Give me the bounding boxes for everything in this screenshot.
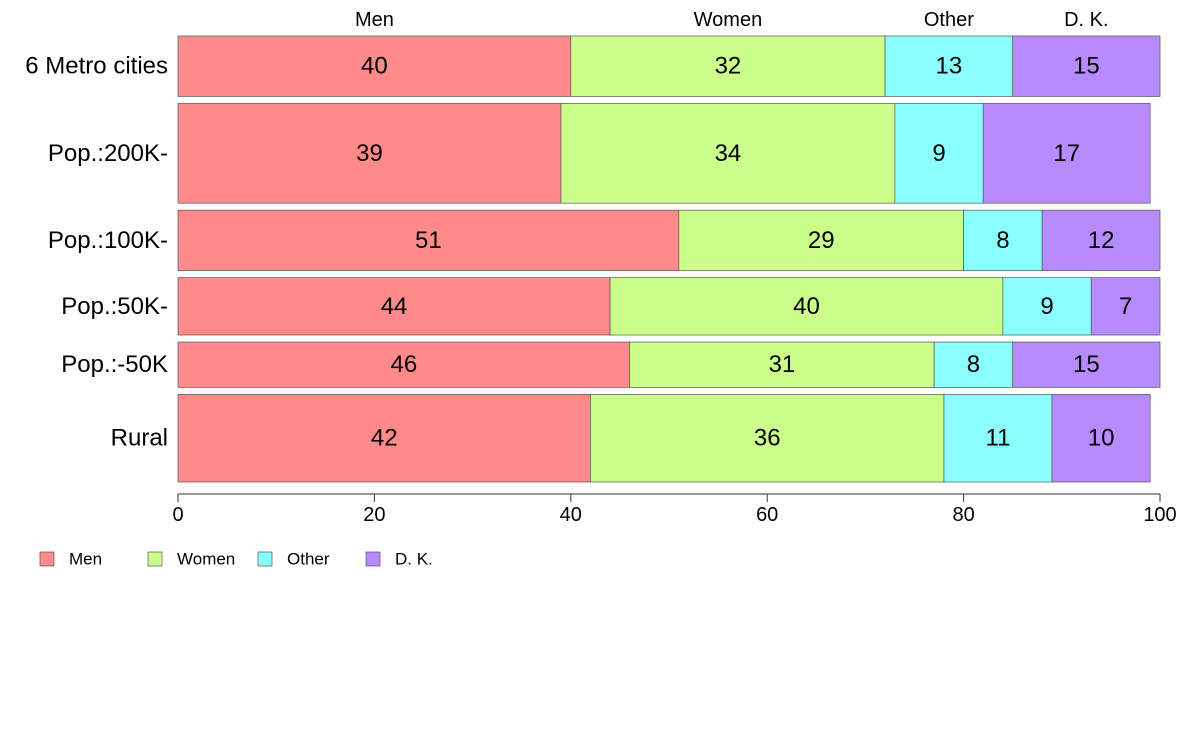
bar-men-pop-200k	[177, 103, 562, 204]
legend-label-women: Women	[177, 550, 235, 569]
bar-other-pop-50k	[1002, 277, 1092, 336]
x-tick-label-60: 60	[756, 504, 778, 526]
bar-d-k-pop-50k	[1090, 277, 1161, 336]
category-label-pop-50k: Pop.:50K-	[61, 293, 168, 320]
data-label-women-6-metro-cities: 32	[715, 53, 742, 80]
data-label-women-pop-100k: 29	[808, 227, 835, 254]
bar-other-pop-200k	[894, 103, 984, 204]
data-label-men-pop-200k: 39	[356, 140, 383, 167]
bar-men-6-metro-cities	[177, 35, 572, 97]
data-label-d-k-pop-50k: 7	[1119, 293, 1132, 320]
series-header-men: Men	[355, 9, 394, 31]
legend-swatch-other	[257, 551, 273, 567]
series-header-women: Women	[694, 9, 763, 31]
series-header-d-k: D. K.	[1064, 9, 1108, 31]
data-label-d-k-rural: 10	[1088, 425, 1115, 452]
x-tick-label-40: 40	[560, 504, 582, 526]
data-label-d-k-pop-200k: 17	[1053, 140, 1080, 167]
bar-other-rural	[943, 394, 1053, 483]
data-label-other-pop-50k: 9	[1040, 293, 1053, 320]
category-label-rural: Rural	[111, 425, 168, 452]
data-label-d-k-pop-50k: 15	[1073, 351, 1100, 378]
x-tick-label-100: 100	[1143, 504, 1176, 526]
data-label-d-k-pop-100k: 12	[1088, 227, 1115, 254]
bar-men-pop-50k	[177, 341, 631, 388]
category-label-6-metro-cities: 6 Metro cities	[25, 53, 168, 80]
legend-swatch-d-k	[365, 551, 381, 567]
bar-d-k-pop-200k	[982, 103, 1151, 204]
data-label-men-pop-50k: 46	[391, 351, 418, 378]
x-tick-label-20: 20	[363, 504, 385, 526]
bar-men-rural	[177, 394, 591, 483]
data-label-women-pop-50k: 31	[769, 351, 796, 378]
legend-swatch-women	[147, 551, 163, 567]
data-label-women-pop-200k: 34	[715, 140, 742, 167]
bar-d-k-rural	[1051, 394, 1151, 483]
data-label-men-pop-100k: 51	[415, 227, 442, 254]
data-label-women-pop-50k: 40	[793, 293, 820, 320]
bar-d-k-6-metro-cities	[1012, 35, 1161, 97]
data-label-other-pop-200k: 9	[932, 140, 945, 167]
data-label-women-rural: 36	[754, 425, 781, 452]
bar-women-pop-200k	[560, 103, 896, 204]
category-label-pop-50k: Pop.:-50K	[61, 351, 168, 378]
category-label-pop-100k: Pop.:100K-	[48, 227, 168, 254]
legend-label-other: Other	[287, 550, 330, 569]
bar-women-pop-50k	[629, 341, 935, 388]
x-tick-label-0: 0	[172, 504, 183, 526]
data-label-men-pop-50k: 44	[381, 293, 408, 320]
category-label-pop-200k: Pop.:200K-	[48, 140, 168, 167]
legend-label-men: Men	[69, 550, 102, 569]
data-label-other-rural: 11	[986, 425, 1011, 452]
data-label-other-pop-50k: 8	[967, 351, 980, 378]
bar-other-6-metro-cities	[884, 35, 1014, 97]
legend-label-d-k: D. K.	[395, 550, 433, 569]
series-header-other: Other	[924, 9, 974, 31]
bar-men-pop-100k	[177, 209, 680, 271]
bar-d-k-pop-100k	[1041, 209, 1161, 271]
data-label-d-k-6-metro-cities: 15	[1073, 53, 1100, 80]
bar-women-6-metro-cities	[570, 35, 886, 97]
data-label-men-6-metro-cities: 40	[361, 53, 388, 80]
data-label-other-6-metro-cities: 13	[936, 53, 963, 80]
bar-women-rural	[590, 394, 945, 483]
bar-d-k-pop-50k	[1012, 341, 1161, 388]
data-label-other-pop-100k: 8	[996, 227, 1009, 254]
bar-men-pop-50k	[177, 277, 611, 336]
bar-other-pop-50k	[933, 341, 1014, 388]
legend-swatch-men	[39, 551, 55, 567]
bar-women-pop-100k	[678, 209, 964, 271]
x-tick-label-80: 80	[952, 504, 974, 526]
data-label-men-rural: 42	[371, 425, 398, 452]
bar-women-pop-50k	[609, 277, 1004, 336]
